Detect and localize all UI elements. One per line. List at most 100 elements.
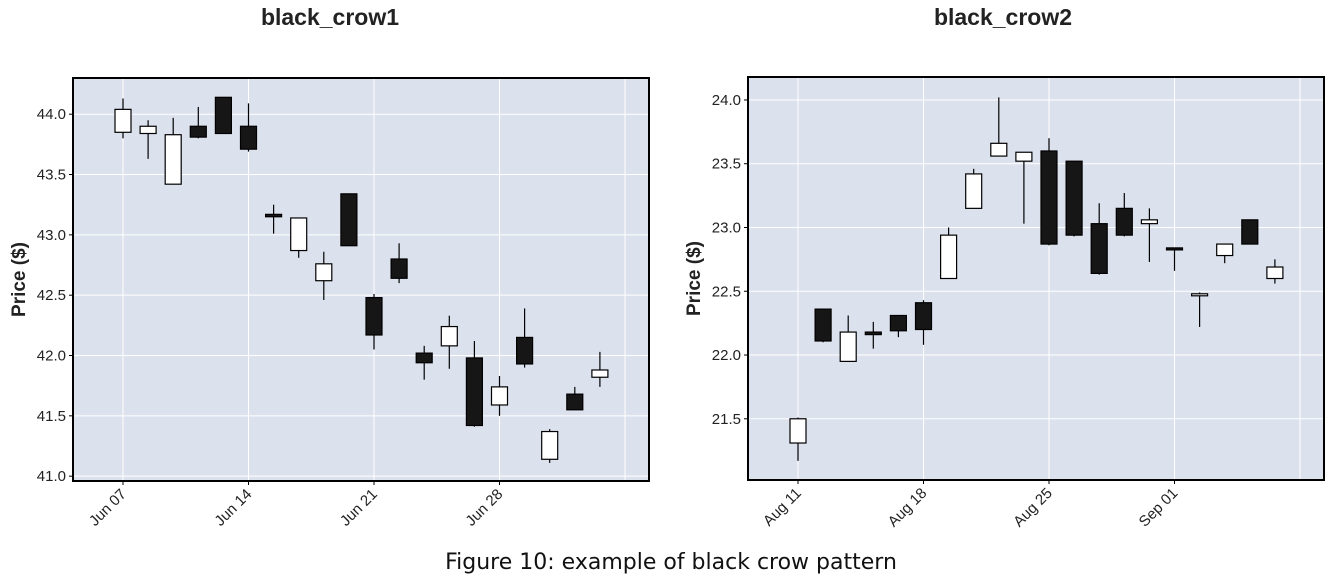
candle-body-up (965, 173, 983, 209)
y-tick-label: 42.0 (37, 348, 66, 365)
candle (239, 103, 258, 152)
candle (889, 314, 908, 338)
candle-body-down (889, 314, 908, 332)
y-tick-label: 24.0 (712, 92, 741, 109)
candle (1115, 193, 1133, 237)
candle-body-down (465, 357, 483, 427)
plot-frame (72, 77, 650, 482)
candle (390, 243, 408, 284)
candle (265, 204, 283, 234)
candle (515, 308, 534, 368)
figure-caption: Figure 10: example of black crow pattern (445, 550, 897, 575)
candle-body-up (440, 325, 458, 347)
candle (1065, 160, 1083, 237)
candle (1090, 203, 1108, 275)
candle-body-down (1241, 219, 1259, 245)
candle (139, 120, 157, 159)
y-tick-label: 23.5 (712, 156, 741, 173)
candle-body-down (914, 302, 933, 331)
candle (1165, 247, 1184, 271)
y-tick-label: 23.0 (712, 219, 741, 236)
candle (566, 386, 584, 411)
candle (1266, 259, 1284, 284)
candle-body-down (265, 213, 283, 218)
candle-body-down (1065, 160, 1083, 236)
candle-body-up (290, 217, 308, 252)
candle-body-down (415, 352, 433, 364)
candle (189, 106, 207, 139)
y-tick-label: 41.5 (37, 408, 66, 425)
candle-body-up (789, 418, 807, 444)
candle-body-up (990, 142, 1008, 157)
plot-area (73, 78, 649, 481)
x-tick-label: Aug 11 (760, 485, 805, 530)
x-tick-label: Sep 01 (1136, 485, 1182, 531)
candle-body-down (1040, 150, 1058, 245)
x-tick-label: Jun 21 (337, 486, 381, 530)
y-tick-label: 44.0 (37, 106, 66, 123)
chart-2: 21.5 22.0 22.5 23.0 23.5 24.0 Aug 11 Aug 18 Aug … (684, 76, 1325, 531)
candle-body-down (390, 258, 408, 279)
candle (164, 117, 182, 185)
candle-body-down (1090, 223, 1108, 274)
candle-body-up (541, 430, 559, 460)
candle-body-up (1015, 151, 1033, 162)
candle (541, 429, 559, 463)
y-tick-label: 22.0 (712, 347, 741, 364)
candle (1190, 292, 1209, 327)
candle-body-up (939, 234, 958, 280)
candle-body-down (214, 96, 232, 135)
candle-body-down (566, 393, 584, 411)
candle (839, 315, 857, 362)
candle (1140, 208, 1159, 262)
y-tick-label: 41.0 (37, 468, 66, 485)
candle-body-up (139, 125, 157, 135)
candle-body-up (839, 331, 857, 362)
candle-body-up (1266, 266, 1284, 280)
x-tick-label: Jun 07 (86, 486, 130, 530)
candle-body-up (164, 134, 182, 185)
candle (990, 97, 1008, 157)
candle (939, 227, 958, 280)
candle (814, 308, 832, 343)
candle (1040, 138, 1058, 246)
candle (789, 417, 807, 461)
x-tick-label: Aug 18 (885, 485, 931, 531)
y-tick-label: 43.0 (37, 227, 66, 244)
y-tick-label: 21.5 (712, 411, 741, 428)
candle-body-down (189, 125, 207, 138)
candle (914, 300, 933, 345)
candle (365, 293, 383, 350)
chart-title-black-crow2: black_crow2 (933, 4, 1073, 30)
x-tick-label: Jun 28 (462, 486, 506, 530)
y-tick-label: 43.5 (37, 167, 66, 184)
candle-body-down (239, 125, 258, 150)
candle (864, 321, 882, 349)
candle-body-up (114, 108, 132, 133)
candle-body-up (1216, 243, 1234, 257)
plot-area (748, 77, 1324, 480)
y-tick-label: 42.5 (37, 287, 66, 304)
candle-body-down (515, 336, 534, 365)
x-tick-label: Jun 14 (211, 486, 255, 530)
x-tick-label: Aug 25 (1010, 485, 1056, 531)
candle (415, 345, 433, 380)
candle-body-up (315, 263, 333, 282)
candle (340, 193, 358, 247)
candle (465, 341, 483, 427)
candle-body-up (1190, 293, 1209, 297)
y-axis-label: Price ($) (9, 242, 30, 317)
plot-frame (747, 76, 1325, 481)
y-tick-label: 22.5 (712, 283, 741, 300)
candle-body-up (490, 386, 509, 406)
candle-body-down (1115, 207, 1133, 236)
candle (591, 351, 609, 387)
candle (440, 315, 458, 369)
candle-body-down (814, 308, 832, 342)
chart-title-black-crow1: black_crow1 (260, 4, 400, 30)
candle (315, 251, 333, 301)
candle-body-down (864, 331, 882, 336)
candle (214, 96, 232, 135)
candle (1015, 151, 1033, 224)
